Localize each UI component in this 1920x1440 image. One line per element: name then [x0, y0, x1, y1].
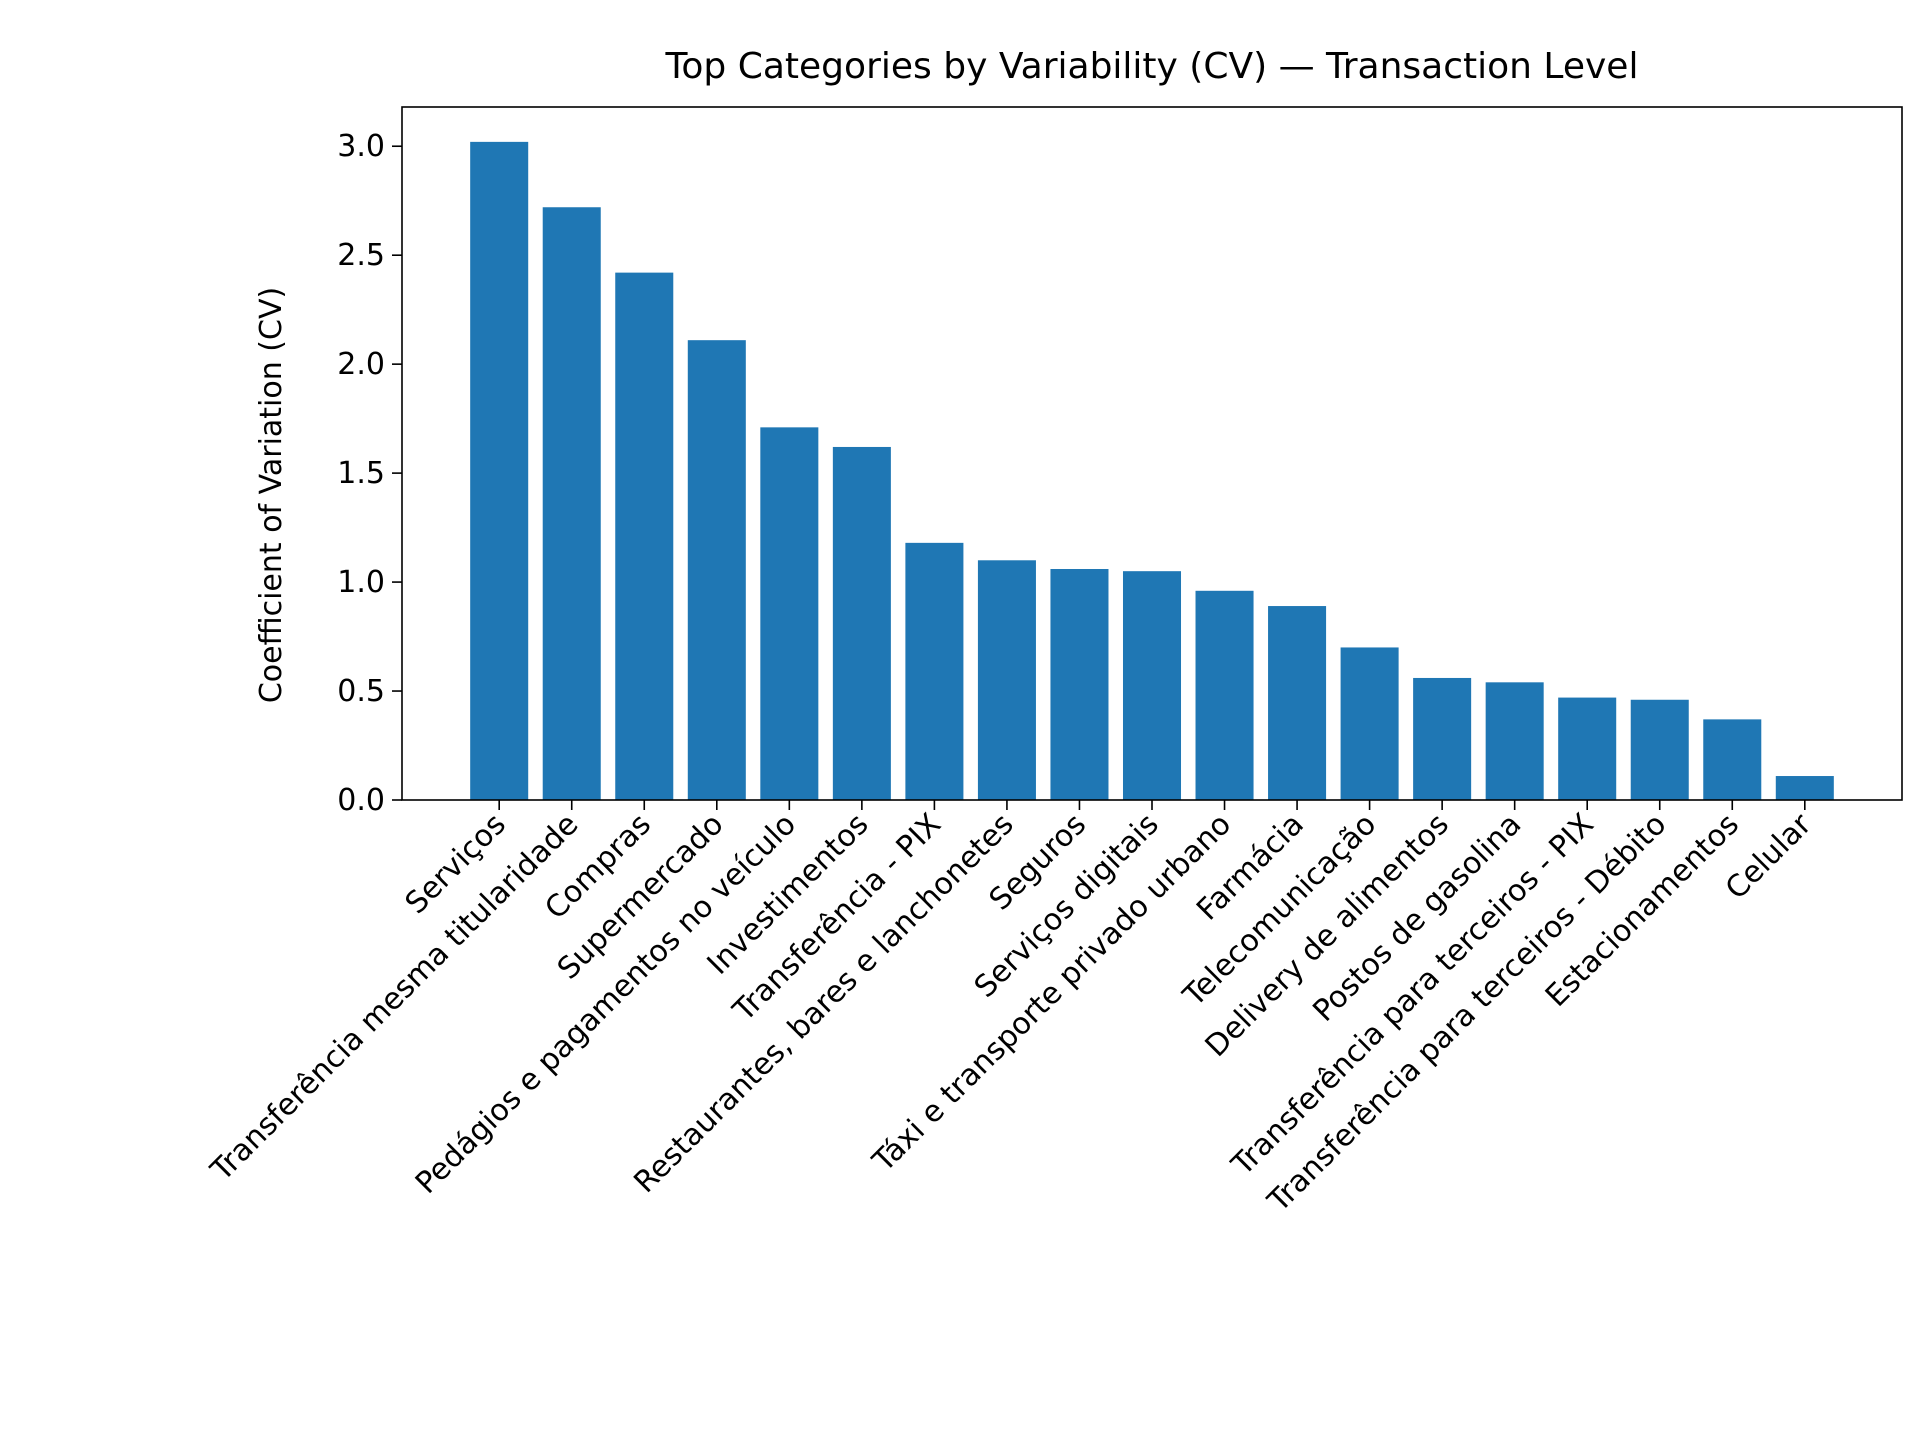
bar-3: [687, 340, 746, 800]
y-axis-ticks: 0.0 0.5 1.0 1.5 2.0 2.5 3.0: [337, 129, 402, 818]
bar-8: [1050, 569, 1109, 800]
bar-1: [542, 207, 601, 800]
bar-12: [1340, 647, 1399, 800]
bar-0: [470, 141, 529, 800]
bar-4: [760, 427, 819, 800]
bar-10: [1195, 590, 1254, 800]
bars-group: [470, 141, 1834, 800]
y-tick-label-4: 2.0: [337, 347, 385, 382]
bar-6: [905, 542, 964, 800]
plot-frame: [401, 106, 1903, 801]
bar-11: [1268, 606, 1327, 800]
bar-17: [1703, 719, 1762, 800]
y-tick-label-6: 3.0: [337, 129, 385, 164]
y-tick-label-1: 0.5: [337, 674, 385, 709]
y-tick-label-5: 2.5: [337, 238, 385, 273]
y-tick-label-0: 0.0: [337, 783, 385, 818]
bar-13: [1413, 677, 1472, 800]
bar-2: [615, 272, 674, 800]
bar-18: [1775, 776, 1834, 800]
bar-14: [1485, 682, 1544, 800]
y-tick-label-3: 1.5: [337, 456, 385, 491]
bar-9: [1122, 571, 1182, 800]
bar-7: [977, 560, 1036, 800]
y-tick-label-2: 1.0: [337, 565, 385, 600]
bar-15: [1558, 697, 1617, 800]
y-axis-title: Coefficient of Variation (CV): [254, 287, 289, 703]
chart-title: Top Categories by Variability (CV) — Tra…: [665, 46, 1639, 87]
bar-16: [1630, 699, 1689, 800]
x-tick-label-1: Transferência mesma titularidade: [204, 807, 586, 1189]
bar-5: [832, 446, 891, 800]
